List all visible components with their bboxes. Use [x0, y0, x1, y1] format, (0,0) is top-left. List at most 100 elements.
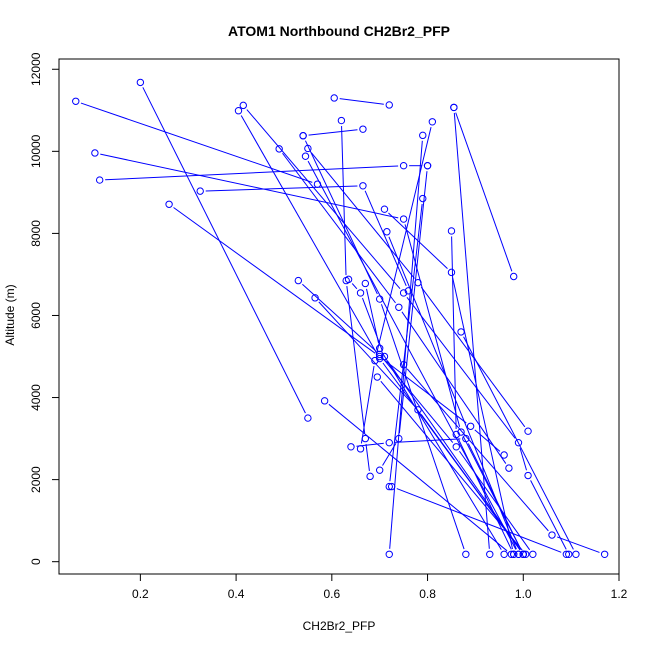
series-line-segment [383, 359, 467, 424]
data-point [385, 101, 393, 109]
series-line-segment [308, 129, 358, 136]
y-tick-label: 6000 [29, 302, 43, 329]
data-point [562, 550, 571, 559]
y-tick-label: 0 [29, 558, 43, 565]
data-point [375, 466, 384, 474]
series-line-segment [451, 236, 457, 429]
series-line-segment [455, 112, 513, 272]
y-tick-label: 12000 [29, 52, 43, 86]
data-point [375, 354, 384, 363]
data-point [500, 550, 508, 559]
series-line-segment [307, 160, 517, 550]
series-line-segment [519, 447, 528, 471]
series-line-segment [452, 277, 514, 550]
data-point [320, 397, 329, 405]
series-line-segment [302, 283, 376, 352]
data-point [359, 182, 367, 190]
data-point [337, 116, 346, 125]
data-point [356, 289, 365, 297]
x-axis: 0.2 0.4 0.6 0.8 1.0 1.2 [132, 573, 628, 601]
series-line-segment [389, 203, 423, 482]
data-point [395, 303, 403, 311]
data-point [383, 228, 391, 236]
series-line-segment [173, 207, 376, 354]
data-point [524, 471, 532, 480]
data-point [361, 279, 370, 288]
data-point [304, 414, 312, 422]
data-point [366, 472, 374, 481]
data-point [239, 101, 247, 110]
data-point [359, 125, 367, 133]
data-point [375, 350, 384, 359]
data-point [371, 356, 379, 365]
data-point [385, 550, 393, 559]
series-line-segment [339, 98, 384, 105]
data-point [294, 276, 303, 285]
series-line-segment [240, 115, 378, 355]
data-point [387, 482, 396, 491]
series-line-segment [406, 368, 549, 532]
series-line-segment [328, 403, 508, 552]
series-line-segment [205, 185, 358, 192]
series-line-segment [364, 190, 407, 287]
data-point [423, 161, 432, 170]
series-line-segment [365, 443, 370, 471]
data-point [428, 118, 437, 126]
data-point [72, 97, 80, 105]
data-point [452, 430, 460, 439]
data-point [452, 443, 460, 451]
x-axis-label: CH2Br2_PFP [303, 619, 376, 633]
data-point [344, 275, 353, 284]
data-point [521, 550, 530, 559]
series-line-segment [346, 285, 366, 434]
data-point [548, 531, 556, 539]
data-point [301, 152, 310, 160]
data-point [375, 352, 384, 361]
data-point [414, 406, 422, 414]
data-point [399, 215, 408, 223]
data-point [565, 550, 573, 559]
y-tick-label: 10000 [29, 134, 43, 168]
x-tick-label: 0.8 [419, 587, 436, 601]
series-line-segment [556, 536, 600, 553]
data-point [500, 451, 508, 459]
series-line-segment [467, 443, 522, 550]
data-point [507, 550, 516, 559]
series-line-segment [463, 336, 574, 550]
series-line-segment [382, 352, 502, 550]
series-line-segment [380, 380, 523, 551]
series-line-segment [246, 109, 401, 290]
series-line-segment [360, 365, 375, 444]
data-point [165, 200, 173, 208]
data-point [196, 187, 204, 195]
x-tick-label: 1.0 [515, 587, 532, 601]
data-point [234, 107, 243, 115]
series-line-segment [366, 288, 379, 344]
data-point [457, 328, 465, 336]
data-point [373, 373, 381, 381]
data-point [462, 434, 470, 443]
series-line-segment [406, 296, 516, 439]
x-tick-label: 1.2 [611, 587, 628, 601]
data-point [447, 227, 456, 235]
data-point [299, 132, 307, 140]
data-point [524, 427, 532, 435]
data-point [347, 443, 355, 451]
series-line-segment [380, 304, 465, 550]
series-line-segment [404, 224, 461, 427]
chart-title: ATOM1 Northbound CH2Br2_PFP [228, 23, 450, 39]
series-layer [72, 78, 609, 559]
data-point [419, 131, 427, 140]
data-point [505, 464, 513, 472]
data-point [466, 422, 475, 430]
data-point [399, 161, 408, 170]
data-point [510, 272, 518, 281]
series-line-segment [351, 283, 358, 290]
series-line-segment [80, 102, 313, 183]
y-tick-label: 4000 [29, 384, 43, 411]
series-line-segment [387, 360, 521, 551]
series-line-segment [318, 301, 415, 407]
series-line-segment [382, 358, 454, 443]
